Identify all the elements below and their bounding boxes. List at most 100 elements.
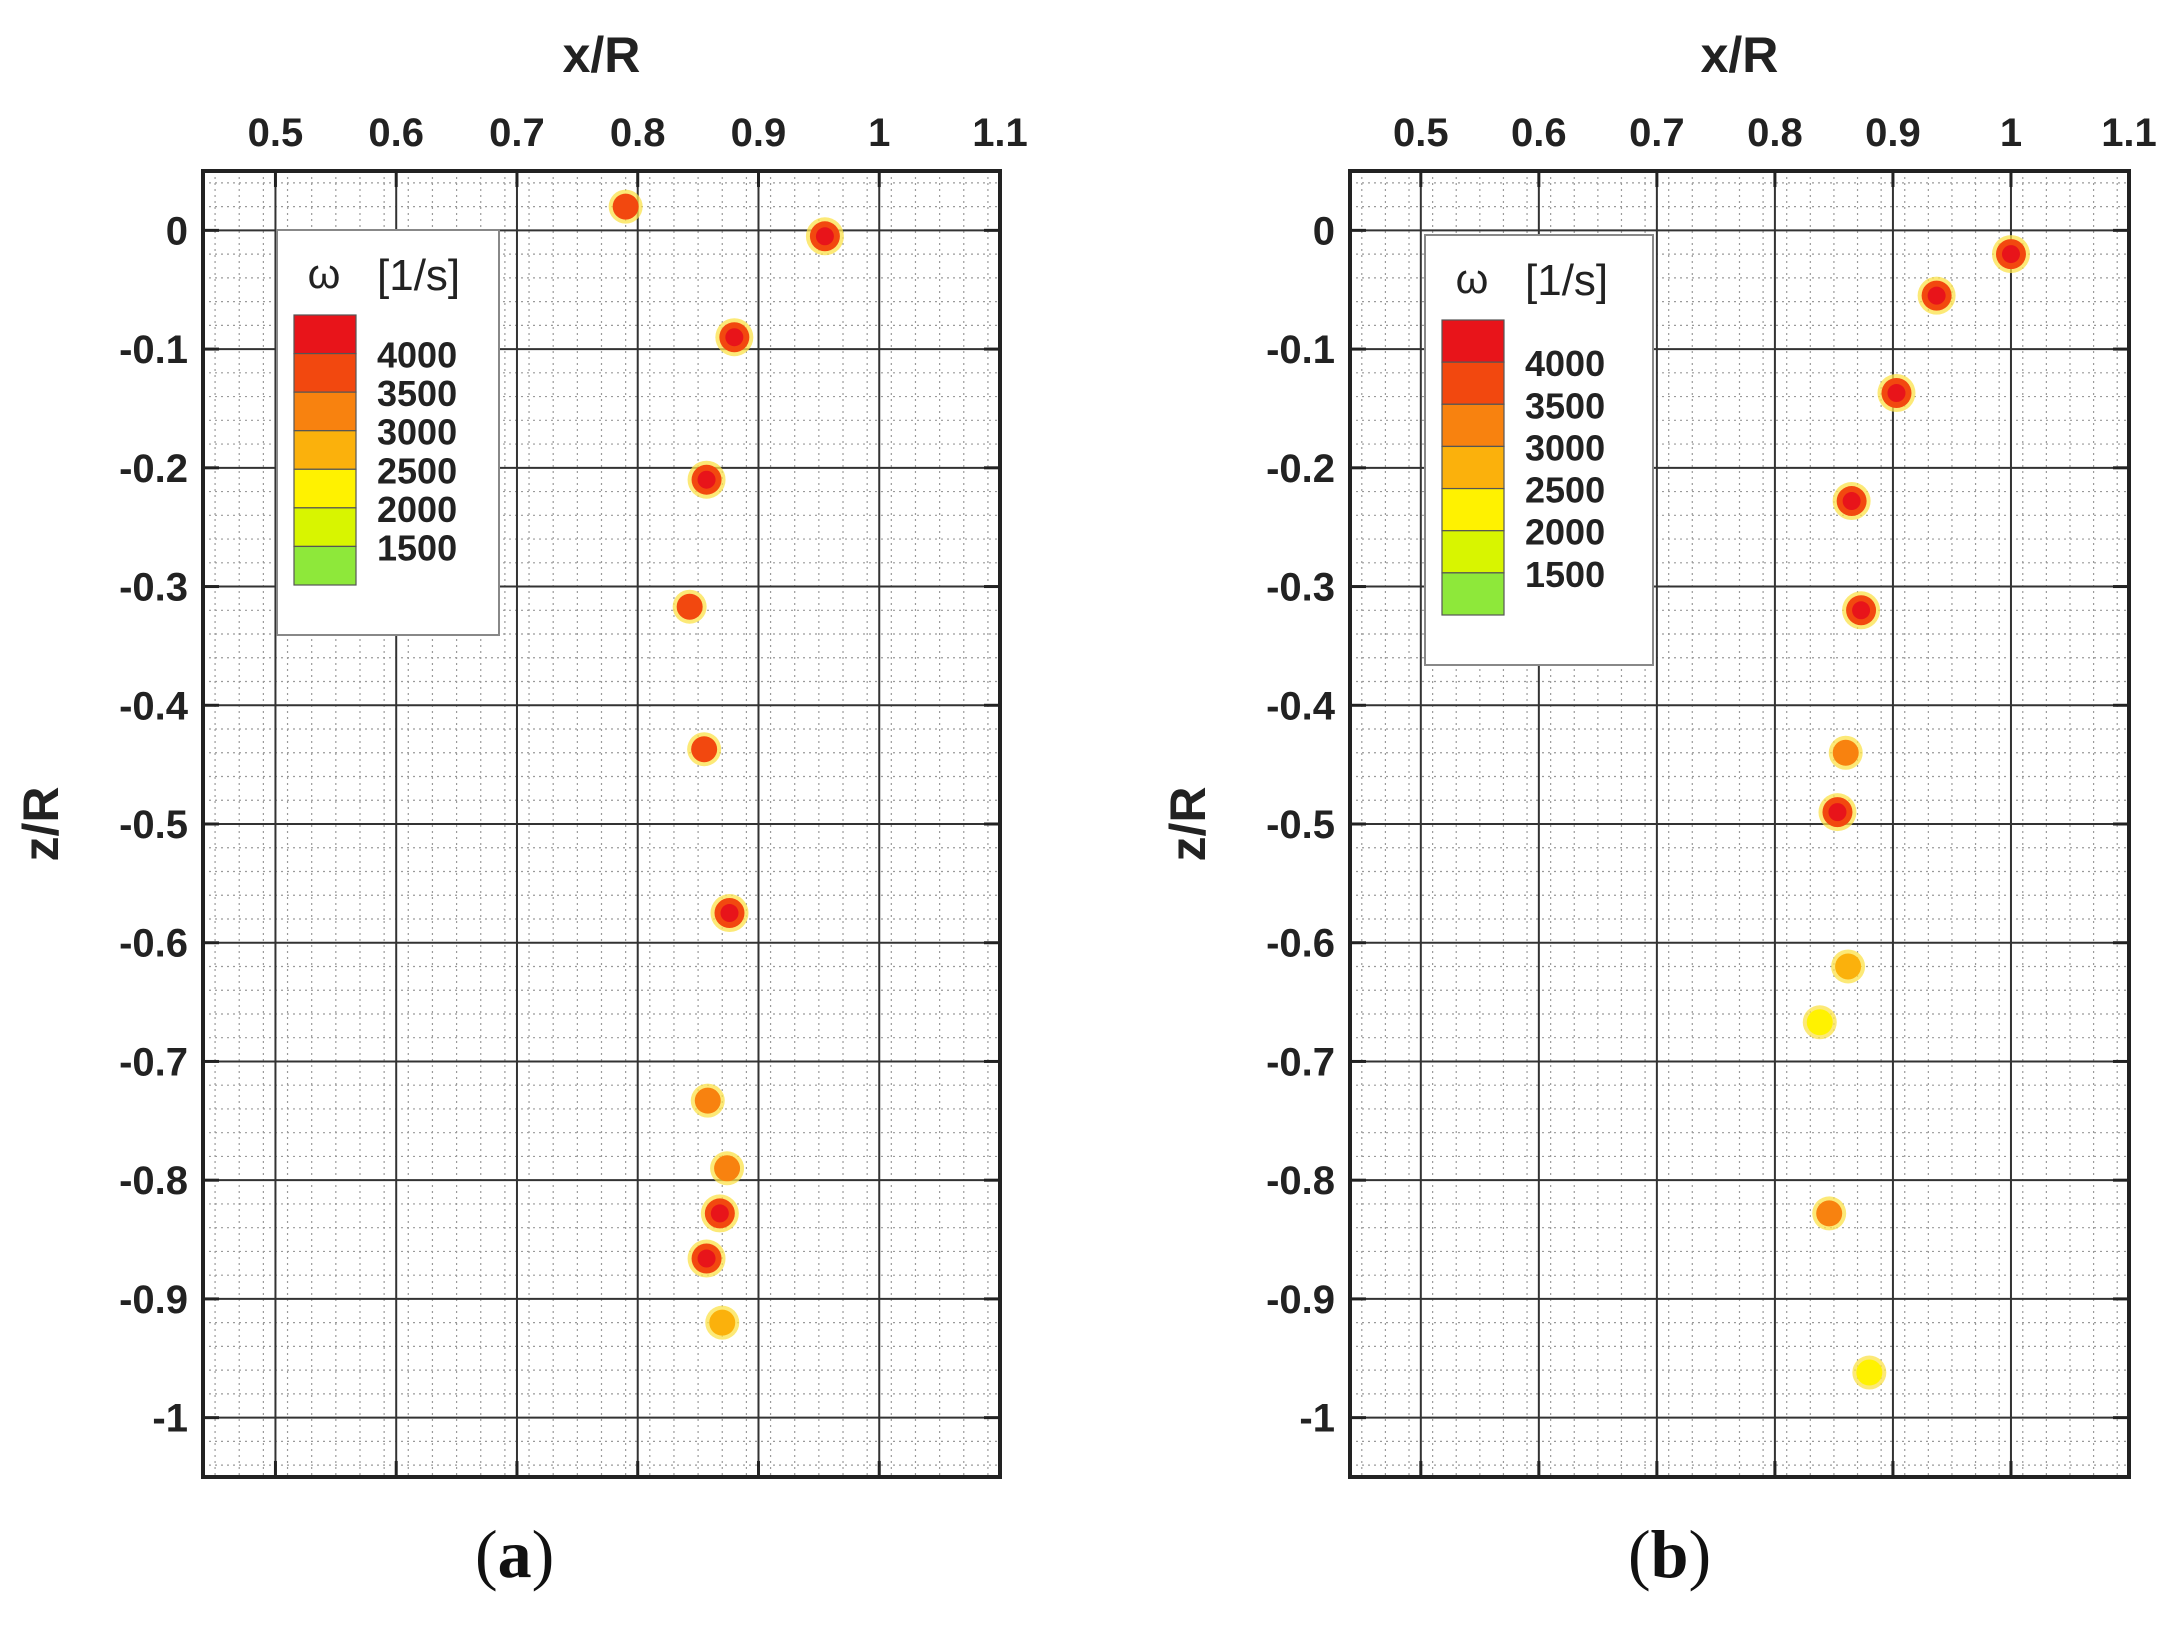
- data-points: [608, 189, 844, 1340]
- x-tick-label: 1.1: [972, 111, 1028, 155]
- vortex-core-center: [1852, 601, 1871, 620]
- vortex-core-center: [815, 227, 834, 246]
- legend-swatch: [293, 507, 357, 548]
- x-tick-label: 1.1: [2101, 111, 2157, 155]
- y-tick-label: -0.2: [1266, 447, 1335, 491]
- legend-swatch: [1441, 572, 1505, 616]
- x-tick-label: 0.7: [1629, 111, 1685, 155]
- x-tick-label: 1: [868, 111, 890, 155]
- legend-level-label: 2000: [377, 489, 457, 530]
- chart-panel-b: 0.5 0.6 0.7 0.8 0.9 1 1.1 0 -0.1 -0.2 -0.3 -0.4 -0.5…: [1160, 27, 2157, 1479]
- legend-level-label: 4000: [1525, 343, 1605, 384]
- chart-panel-a: 0.5 0.6 0.7 0.8 0.9 1 1.1 0 -0.1 -0.2 -0.3 -0.4 -0.5…: [13, 27, 1028, 1479]
- legend-swatch: [293, 468, 357, 509]
- vortex-core: [709, 1309, 736, 1336]
- data-points: [1802, 235, 2030, 1390]
- x-axis-label: x/R: [563, 27, 641, 83]
- vortex-core-center: [1887, 384, 1906, 403]
- legend-swatch: [1441, 530, 1505, 574]
- legend-swatch: [293, 391, 357, 432]
- vortex-core: [691, 736, 718, 763]
- legend-level-label: 3000: [1525, 427, 1605, 468]
- vortex-core-center: [2001, 245, 2020, 264]
- legend-swatch: [293, 545, 357, 586]
- y-tick-label: -0.6: [1266, 922, 1335, 966]
- y-axis-label: z/R: [13, 787, 69, 862]
- x-tick-label: 1: [2000, 111, 2022, 155]
- y-tick-label: -0.6: [119, 922, 188, 966]
- vortex-core: [1856, 1359, 1883, 1386]
- legend-level-label: 3500: [377, 373, 457, 414]
- y-tick-label: -0.5: [119, 803, 188, 847]
- vortex-core: [1816, 1200, 1843, 1227]
- y-tick-label: -1: [152, 1397, 188, 1441]
- legend-swatch: [1441, 403, 1505, 448]
- vortex-core-center: [1828, 803, 1847, 822]
- y-tick-label: -0.3: [119, 566, 188, 610]
- x-tick-label: 0.8: [610, 111, 666, 155]
- legend-level-label: 1500: [1525, 554, 1605, 595]
- legend-swatch: [1441, 487, 1505, 532]
- legend-level-label: 2500: [1525, 470, 1605, 511]
- legend-level-label: 4000: [377, 335, 457, 376]
- x-tick-label: 0.6: [1511, 111, 1567, 155]
- legend-level-label: 3000: [377, 412, 457, 453]
- y-tick-label: -0.7: [1266, 1040, 1335, 1084]
- vortex-core-center: [697, 1249, 716, 1268]
- legend-level-label: 2000: [1525, 512, 1605, 553]
- legend-title-symbol: ω: [308, 250, 341, 297]
- y-tick-label: -0.3: [1266, 566, 1335, 610]
- y-tick-label: -1: [1299, 1397, 1335, 1441]
- panel-label-a: (a): [475, 1516, 555, 1592]
- vortex-core: [1835, 953, 1862, 980]
- vortex-core-center: [697, 470, 716, 489]
- y-tick-label: -0.1: [119, 328, 188, 372]
- legend-swatch: [1441, 361, 1505, 405]
- y-tick-label: -0.9: [119, 1278, 188, 1322]
- y-tick-label: -0.2: [119, 447, 188, 491]
- panel-label-b: (b): [1628, 1516, 1712, 1592]
- y-tick-label: -0.1: [1266, 328, 1335, 372]
- axis-ticks: [1350, 171, 2131, 1477]
- x-tick-label: 0.6: [368, 111, 424, 155]
- legend-swatch: [293, 430, 357, 470]
- legend-title-unit: [1/s]: [377, 251, 460, 300]
- legend-level-label: 2500: [377, 450, 457, 491]
- vortex-core: [612, 193, 639, 220]
- x-tick-label: 0.5: [1393, 111, 1449, 155]
- x-tick-label: 0.9: [731, 111, 787, 155]
- x-tick-label: 0.7: [489, 111, 545, 155]
- legend-title-symbol: ω: [1456, 255, 1489, 302]
- vortex-core-center: [710, 1204, 729, 1223]
- vortex-core-center: [1842, 492, 1861, 511]
- y-tick-label: 0: [166, 209, 188, 253]
- vortex-core: [1806, 1009, 1833, 1036]
- legend-swatch: [293, 314, 357, 355]
- vortex-core: [1832, 739, 1859, 766]
- legend-swatch: [293, 352, 357, 393]
- x-tick-label: 0.8: [1747, 111, 1803, 155]
- x-axis-label: x/R: [1701, 27, 1779, 83]
- legend-level-label: 3500: [1525, 385, 1605, 426]
- y-tick-label: -0.9: [1266, 1278, 1335, 1322]
- vortex-core-center: [1927, 286, 1946, 305]
- vortex-core: [714, 1155, 741, 1182]
- vortex-core-center: [720, 904, 739, 923]
- legend-swatch: [1441, 445, 1505, 490]
- y-tick-label: -0.8: [119, 1159, 188, 1203]
- y-tick-label: -0.8: [1266, 1159, 1335, 1203]
- y-tick-label: -0.4: [119, 684, 189, 728]
- vortex-core: [694, 1087, 721, 1114]
- legend-level-label: 1500: [377, 527, 457, 568]
- vortex-core-center: [725, 328, 744, 347]
- legend-swatch: [1441, 319, 1505, 363]
- legend-title-unit: [1/s]: [1525, 256, 1608, 305]
- x-tick-label: 0.9: [1865, 111, 1921, 155]
- y-axis-label: z/R: [1160, 787, 1216, 862]
- vortex-core: [676, 593, 703, 620]
- y-tick-label: -0.4: [1266, 684, 1336, 728]
- y-tick-label: 0: [1313, 209, 1335, 253]
